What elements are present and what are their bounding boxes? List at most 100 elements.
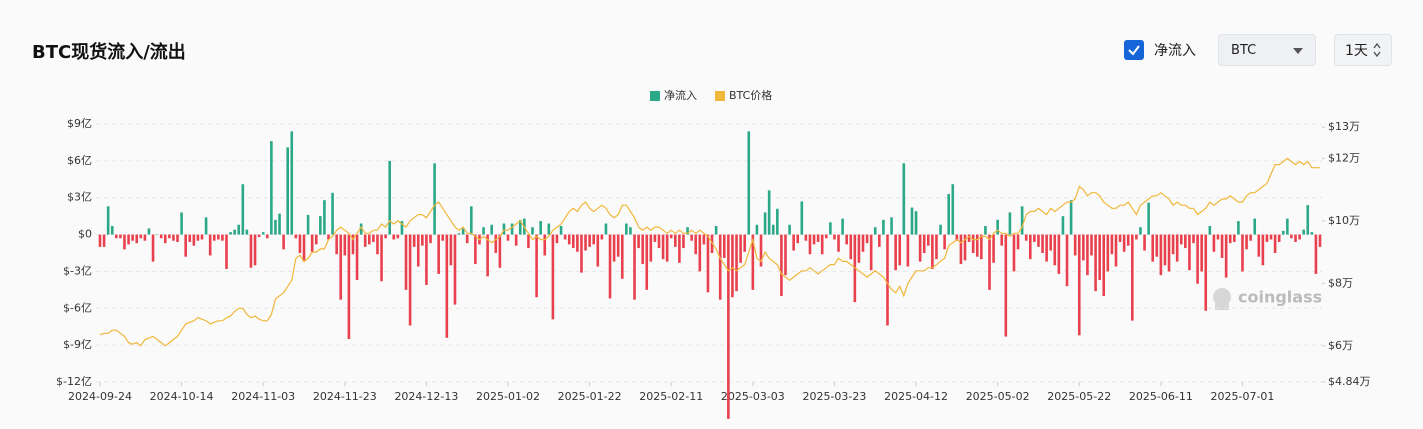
bar (763, 212, 767, 235)
bar (1098, 234, 1101, 281)
asset-select[interactable]: BTC (1218, 34, 1316, 66)
bar (845, 234, 848, 245)
bar (698, 234, 702, 272)
bar (261, 232, 265, 235)
bar (572, 234, 575, 249)
bar (682, 234, 685, 249)
bar (604, 223, 608, 235)
y2-tick-label: $8万 (1328, 276, 1353, 289)
bar (1102, 234, 1106, 296)
bar (865, 234, 869, 244)
bar (751, 234, 755, 290)
bar (343, 234, 347, 256)
watermark-icon (1213, 288, 1231, 310)
bar (314, 234, 318, 245)
bar (1131, 234, 1134, 321)
bar (543, 234, 547, 256)
bar (567, 234, 571, 245)
bar (873, 227, 877, 235)
bar (221, 234, 224, 241)
bar (1245, 234, 1248, 250)
bar (1212, 234, 1216, 252)
bar (265, 234, 269, 239)
y2-tick-label: $4.84万 (1328, 375, 1371, 388)
checkbox[interactable] (1124, 40, 1144, 60)
bar (1004, 234, 1008, 337)
bar (861, 234, 865, 252)
bar (1033, 234, 1036, 242)
bar (241, 184, 245, 235)
bar (1122, 234, 1126, 252)
bar (470, 206, 473, 235)
bar (588, 234, 591, 247)
bar (437, 234, 440, 274)
y2-tick-label: $13万 (1328, 120, 1360, 133)
bar (625, 223, 628, 235)
bar (551, 234, 555, 320)
chart-title: BTC现货流入/流出 (32, 42, 186, 63)
bar (237, 224, 241, 235)
bar (147, 228, 151, 235)
bar (172, 234, 175, 241)
bar (1163, 234, 1167, 266)
bar (902, 163, 906, 235)
bar (702, 234, 706, 245)
bar (559, 225, 563, 235)
toggle-label[interactable]: 净流入 (1154, 43, 1196, 59)
y2-tick-label: $10万 (1328, 214, 1360, 227)
bar (408, 234, 412, 326)
bar (1220, 234, 1224, 258)
bar (1090, 234, 1093, 256)
bar (1008, 212, 1012, 235)
bar (829, 222, 832, 235)
bar (890, 217, 893, 235)
bar (339, 234, 343, 300)
bar (959, 234, 963, 265)
bar (319, 216, 322, 235)
bar (759, 234, 763, 267)
bar (931, 234, 934, 269)
bar (776, 208, 779, 235)
bar (898, 234, 902, 266)
x-tick-label: 2024-10-14 (150, 390, 214, 403)
bar (1179, 234, 1183, 245)
bar (290, 131, 294, 235)
interval-select[interactable]: 1天 (1334, 34, 1392, 66)
bar (580, 234, 583, 273)
x-tick-label: 2024-11-03 (231, 390, 295, 403)
bar (967, 234, 971, 242)
bar (180, 212, 183, 235)
bar (229, 232, 232, 235)
bar (1077, 234, 1081, 336)
bar (1114, 234, 1118, 267)
bar (306, 214, 310, 235)
bar (1294, 234, 1297, 242)
legend-label: BTC价格 (729, 88, 772, 102)
bar (988, 234, 991, 290)
bar (1057, 234, 1061, 274)
bar (208, 234, 212, 256)
bar (192, 234, 196, 246)
x-tick-label: 2025-01-22 (558, 390, 622, 403)
bar (482, 227, 485, 235)
bar (1016, 234, 1020, 250)
y2-tick-label: $12万 (1328, 151, 1360, 164)
bar (119, 234, 122, 239)
bar (690, 234, 693, 241)
bar (1208, 225, 1212, 235)
bar (474, 234, 477, 265)
bar (1249, 234, 1252, 241)
bar (102, 234, 106, 247)
bar (633, 234, 636, 300)
bar (1314, 234, 1318, 274)
bar (1135, 234, 1138, 240)
bar (1241, 234, 1244, 272)
bar (694, 234, 698, 255)
bar (392, 234, 396, 240)
bar (824, 234, 828, 239)
bar (804, 234, 808, 241)
bar (139, 234, 143, 239)
bar (1318, 234, 1322, 247)
bar (155, 234, 159, 236)
bar (159, 234, 163, 239)
